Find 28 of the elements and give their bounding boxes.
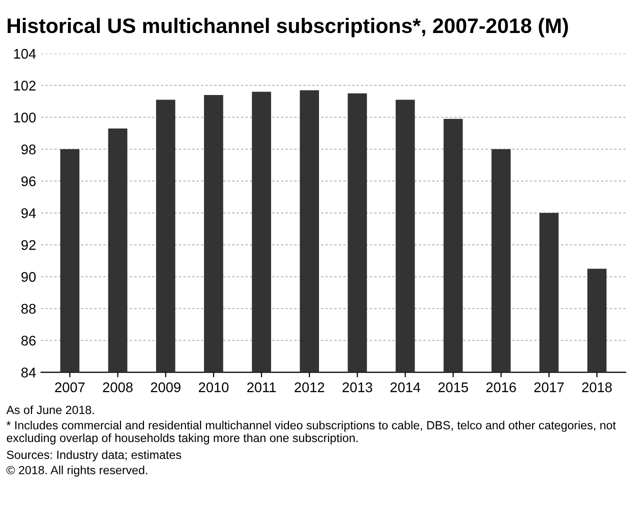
y-tick-label: 92 <box>21 240 36 250</box>
x-tick-label: 2010 <box>198 382 228 392</box>
x-tick-label: 2016 <box>486 382 516 392</box>
y-tick-label: 86 <box>21 336 36 346</box>
text: © 2018. All rights reserved. <box>6 466 148 477</box>
x-tick-label: 2013 <box>342 382 372 392</box>
x-tick-label: 2011 <box>247 382 276 392</box>
x-tick-label: 2012 <box>294 382 324 392</box>
x-tick-label: 2018 <box>582 382 612 392</box>
y-tick-label: 102 <box>14 80 36 91</box>
x-tick-label: 2014 <box>390 382 420 392</box>
x-tick-label: 2007 <box>55 382 85 392</box>
y-tick-label: 88 <box>21 304 36 314</box>
y-tick-label: 100 <box>14 112 36 122</box>
text: * Includes commercial and residential multichannel video subscriptions to cable, DBS, telco and other categories, not excluding overlap of households taking more than one subscription. <box>6 420 616 444</box>
y-tick-label: 96 <box>21 176 36 186</box>
y-tick-label: 84 <box>21 368 36 378</box>
x-tick-label: 2008 <box>103 382 133 392</box>
chart-title: Historical US multichannel subscriptions*, 2007-2018 (M) <box>8 18 568 38</box>
y-tick-label: 98 <box>21 144 36 154</box>
y-tick-label: 90 <box>21 272 36 282</box>
x-tick-label: 2009 <box>150 382 180 392</box>
y-tick-label: 94 <box>21 208 36 218</box>
x-tick-label: 2017 <box>534 382 564 392</box>
source-note: Sources: Industry data; estimates <box>6 450 182 462</box>
y-tick-label: 104 <box>14 48 36 59</box>
text: As of June 2018. <box>6 405 94 414</box>
x-tick-label: 2015 <box>438 382 468 392</box>
